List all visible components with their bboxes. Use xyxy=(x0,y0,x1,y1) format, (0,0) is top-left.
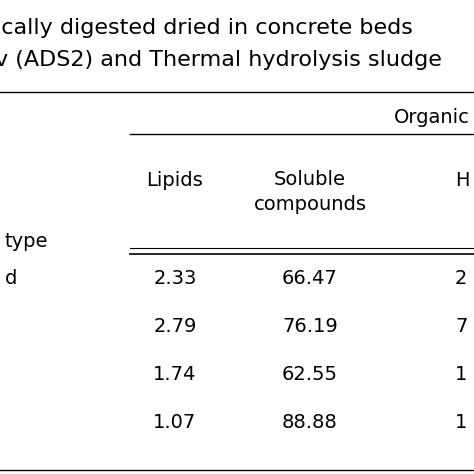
Text: v (ADS2) and Thermal hydrolysis sludge: v (ADS2) and Thermal hydrolysis sludge xyxy=(0,50,442,70)
Text: 2: 2 xyxy=(455,268,467,288)
Text: H: H xyxy=(455,171,470,190)
Text: 1.74: 1.74 xyxy=(153,365,197,383)
Text: 88.88: 88.88 xyxy=(282,412,338,431)
Text: d: d xyxy=(5,268,18,288)
Text: 7: 7 xyxy=(455,317,467,336)
Text: type: type xyxy=(5,232,48,251)
Text: ically digested dried in concrete beds: ically digested dried in concrete beds xyxy=(0,18,413,38)
Text: Organic: Organic xyxy=(394,108,470,127)
Text: 62.55: 62.55 xyxy=(282,365,338,383)
Text: Lipids: Lipids xyxy=(146,171,203,190)
Text: 2.33: 2.33 xyxy=(153,268,197,288)
Text: 66.47: 66.47 xyxy=(282,268,338,288)
Text: Soluble
compounds: Soluble compounds xyxy=(254,170,366,214)
Text: 76.19: 76.19 xyxy=(282,317,338,336)
Text: 2.79: 2.79 xyxy=(153,317,197,336)
Text: 1.07: 1.07 xyxy=(154,412,197,431)
Text: 1: 1 xyxy=(455,412,467,431)
Text: 1: 1 xyxy=(455,365,467,383)
